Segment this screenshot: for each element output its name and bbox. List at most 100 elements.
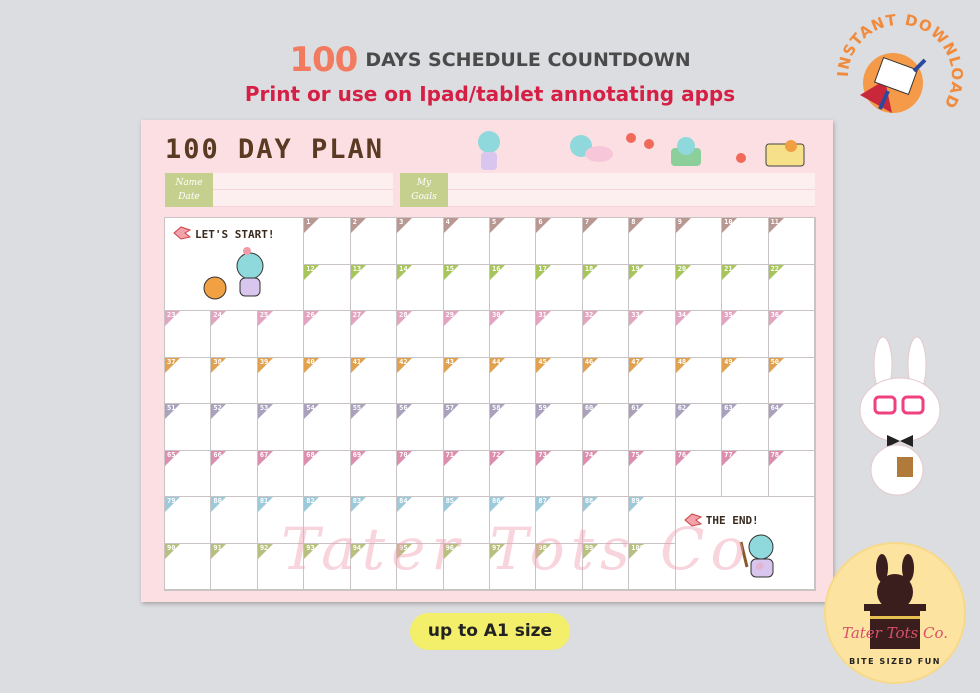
day-cell[interactable]: 39 bbox=[257, 357, 305, 404]
day-cell[interactable]: 46 bbox=[582, 357, 630, 404]
date-field[interactable] bbox=[213, 190, 393, 207]
day-cell[interactable]: 75 bbox=[629, 450, 676, 497]
day-cell[interactable]: 43 bbox=[443, 357, 490, 404]
day-cell[interactable]: 99 bbox=[582, 543, 630, 590]
day-cell[interactable]: 7 bbox=[582, 218, 630, 265]
day-cell[interactable]: 27 bbox=[350, 311, 398, 358]
name-field[interactable] bbox=[213, 173, 393, 190]
day-cell[interactable]: 65 bbox=[165, 450, 212, 497]
day-cell[interactable]: 44 bbox=[490, 357, 537, 404]
day-cell[interactable]: 71 bbox=[443, 450, 490, 497]
day-cell[interactable]: 86 bbox=[490, 497, 537, 544]
day-cell[interactable]: 51 bbox=[165, 404, 212, 451]
day-cell[interactable]: 1 bbox=[304, 218, 351, 265]
day-cell[interactable]: 11 bbox=[768, 218, 815, 265]
goals-field-line1[interactable] bbox=[448, 173, 815, 190]
day-cell[interactable]: 15 bbox=[443, 264, 490, 311]
day-cell[interactable]: 93 bbox=[304, 543, 351, 590]
day-cell[interactable]: 34 bbox=[675, 311, 723, 358]
day-cell[interactable]: 6 bbox=[536, 218, 583, 265]
day-cell[interactable]: 52 bbox=[211, 404, 258, 451]
day-cell[interactable]: 74 bbox=[582, 450, 630, 497]
day-cell[interactable]: 18 bbox=[582, 264, 630, 311]
day-cell[interactable]: 40 bbox=[304, 357, 351, 404]
day-cell[interactable]: 97 bbox=[490, 543, 537, 590]
day-cell[interactable]: 4 bbox=[443, 218, 490, 265]
day-cell[interactable]: 42 bbox=[397, 357, 444, 404]
day-cell[interactable]: 88 bbox=[582, 497, 630, 544]
day-cell[interactable]: 8 bbox=[629, 218, 676, 265]
day-cell[interactable]: 66 bbox=[211, 450, 258, 497]
day-cell[interactable]: 16 bbox=[490, 264, 537, 311]
day-cell[interactable]: 90 bbox=[165, 543, 212, 590]
day-cell[interactable]: 17 bbox=[536, 264, 583, 311]
day-cell[interactable]: 25 bbox=[257, 311, 305, 358]
day-cell[interactable]: 89 bbox=[629, 497, 676, 544]
day-cell[interactable]: 55 bbox=[350, 404, 398, 451]
day-cell[interactable]: 83 bbox=[350, 497, 398, 544]
day-cell[interactable]: 79 bbox=[165, 497, 212, 544]
day-cell[interactable]: 36 bbox=[768, 311, 815, 358]
day-cell[interactable]: 87 bbox=[536, 497, 583, 544]
day-cell[interactable]: 24 bbox=[211, 311, 258, 358]
day-cell[interactable]: 57 bbox=[443, 404, 490, 451]
day-cell[interactable]: 63 bbox=[722, 404, 769, 451]
day-cell[interactable]: 92 bbox=[257, 543, 305, 590]
day-cell[interactable]: 22 bbox=[768, 264, 815, 311]
day-cell[interactable]: 13 bbox=[350, 264, 398, 311]
day-cell[interactable]: 61 bbox=[629, 404, 676, 451]
day-cell[interactable]: 70 bbox=[397, 450, 444, 497]
day-cell[interactable]: 29 bbox=[443, 311, 490, 358]
day-cell[interactable]: 68 bbox=[304, 450, 351, 497]
day-cell[interactable]: 72 bbox=[490, 450, 537, 497]
day-cell[interactable]: 50 bbox=[768, 357, 815, 404]
day-cell[interactable]: 28 bbox=[397, 311, 444, 358]
day-cell[interactable]: 73 bbox=[536, 450, 583, 497]
day-cell[interactable]: 64 bbox=[768, 404, 815, 451]
day-cell[interactable]: 53 bbox=[257, 404, 305, 451]
day-cell[interactable]: 3 bbox=[397, 218, 444, 265]
day-cell[interactable]: 80 bbox=[211, 497, 258, 544]
day-cell[interactable]: 9 bbox=[675, 218, 723, 265]
day-cell[interactable]: 82 bbox=[304, 497, 351, 544]
day-cell[interactable]: 32 bbox=[582, 311, 630, 358]
day-cell[interactable]: 30 bbox=[490, 311, 537, 358]
day-cell[interactable]: 59 bbox=[536, 404, 583, 451]
day-cell[interactable]: 12 bbox=[304, 264, 351, 311]
day-cell[interactable]: 67 bbox=[257, 450, 305, 497]
day-cell[interactable]: 81 bbox=[257, 497, 305, 544]
day-cell[interactable]: 84 bbox=[397, 497, 444, 544]
day-cell[interactable]: 45 bbox=[536, 357, 583, 404]
day-cell[interactable]: 49 bbox=[722, 357, 769, 404]
day-cell[interactable]: 85 bbox=[443, 497, 490, 544]
day-cell[interactable]: 10 bbox=[722, 218, 769, 265]
day-cell[interactable]: 58 bbox=[490, 404, 537, 451]
day-cell[interactable]: 100 bbox=[629, 543, 676, 590]
day-cell[interactable]: 91 bbox=[211, 543, 258, 590]
day-cell[interactable]: 94 bbox=[350, 543, 398, 590]
day-cell[interactable]: 41 bbox=[350, 357, 398, 404]
day-cell[interactable]: 14 bbox=[397, 264, 444, 311]
day-cell[interactable]: 47 bbox=[629, 357, 676, 404]
day-cell[interactable]: 20 bbox=[675, 264, 723, 311]
day-cell[interactable]: 33 bbox=[629, 311, 676, 358]
day-cell[interactable]: 76 bbox=[675, 450, 723, 497]
day-cell[interactable]: 62 bbox=[675, 404, 723, 451]
day-cell[interactable]: 77 bbox=[722, 450, 769, 497]
day-cell[interactable]: 26 bbox=[304, 311, 351, 358]
day-cell[interactable]: 78 bbox=[768, 450, 815, 497]
day-cell[interactable]: 5 bbox=[490, 218, 537, 265]
day-cell[interactable]: 98 bbox=[536, 543, 583, 590]
day-cell[interactable]: 2 bbox=[350, 218, 398, 265]
day-cell[interactable]: 19 bbox=[629, 264, 676, 311]
day-cell[interactable]: 37 bbox=[165, 357, 212, 404]
day-cell[interactable]: 35 bbox=[722, 311, 769, 358]
day-cell[interactable]: 56 bbox=[397, 404, 444, 451]
day-cell[interactable]: 54 bbox=[304, 404, 351, 451]
day-cell[interactable]: 31 bbox=[536, 311, 583, 358]
day-cell[interactable]: 23 bbox=[165, 311, 212, 358]
goals-field-line2[interactable] bbox=[448, 190, 815, 207]
day-cell[interactable]: 96 bbox=[443, 543, 490, 590]
day-cell[interactable]: 21 bbox=[722, 264, 769, 311]
day-cell[interactable]: 95 bbox=[397, 543, 444, 590]
